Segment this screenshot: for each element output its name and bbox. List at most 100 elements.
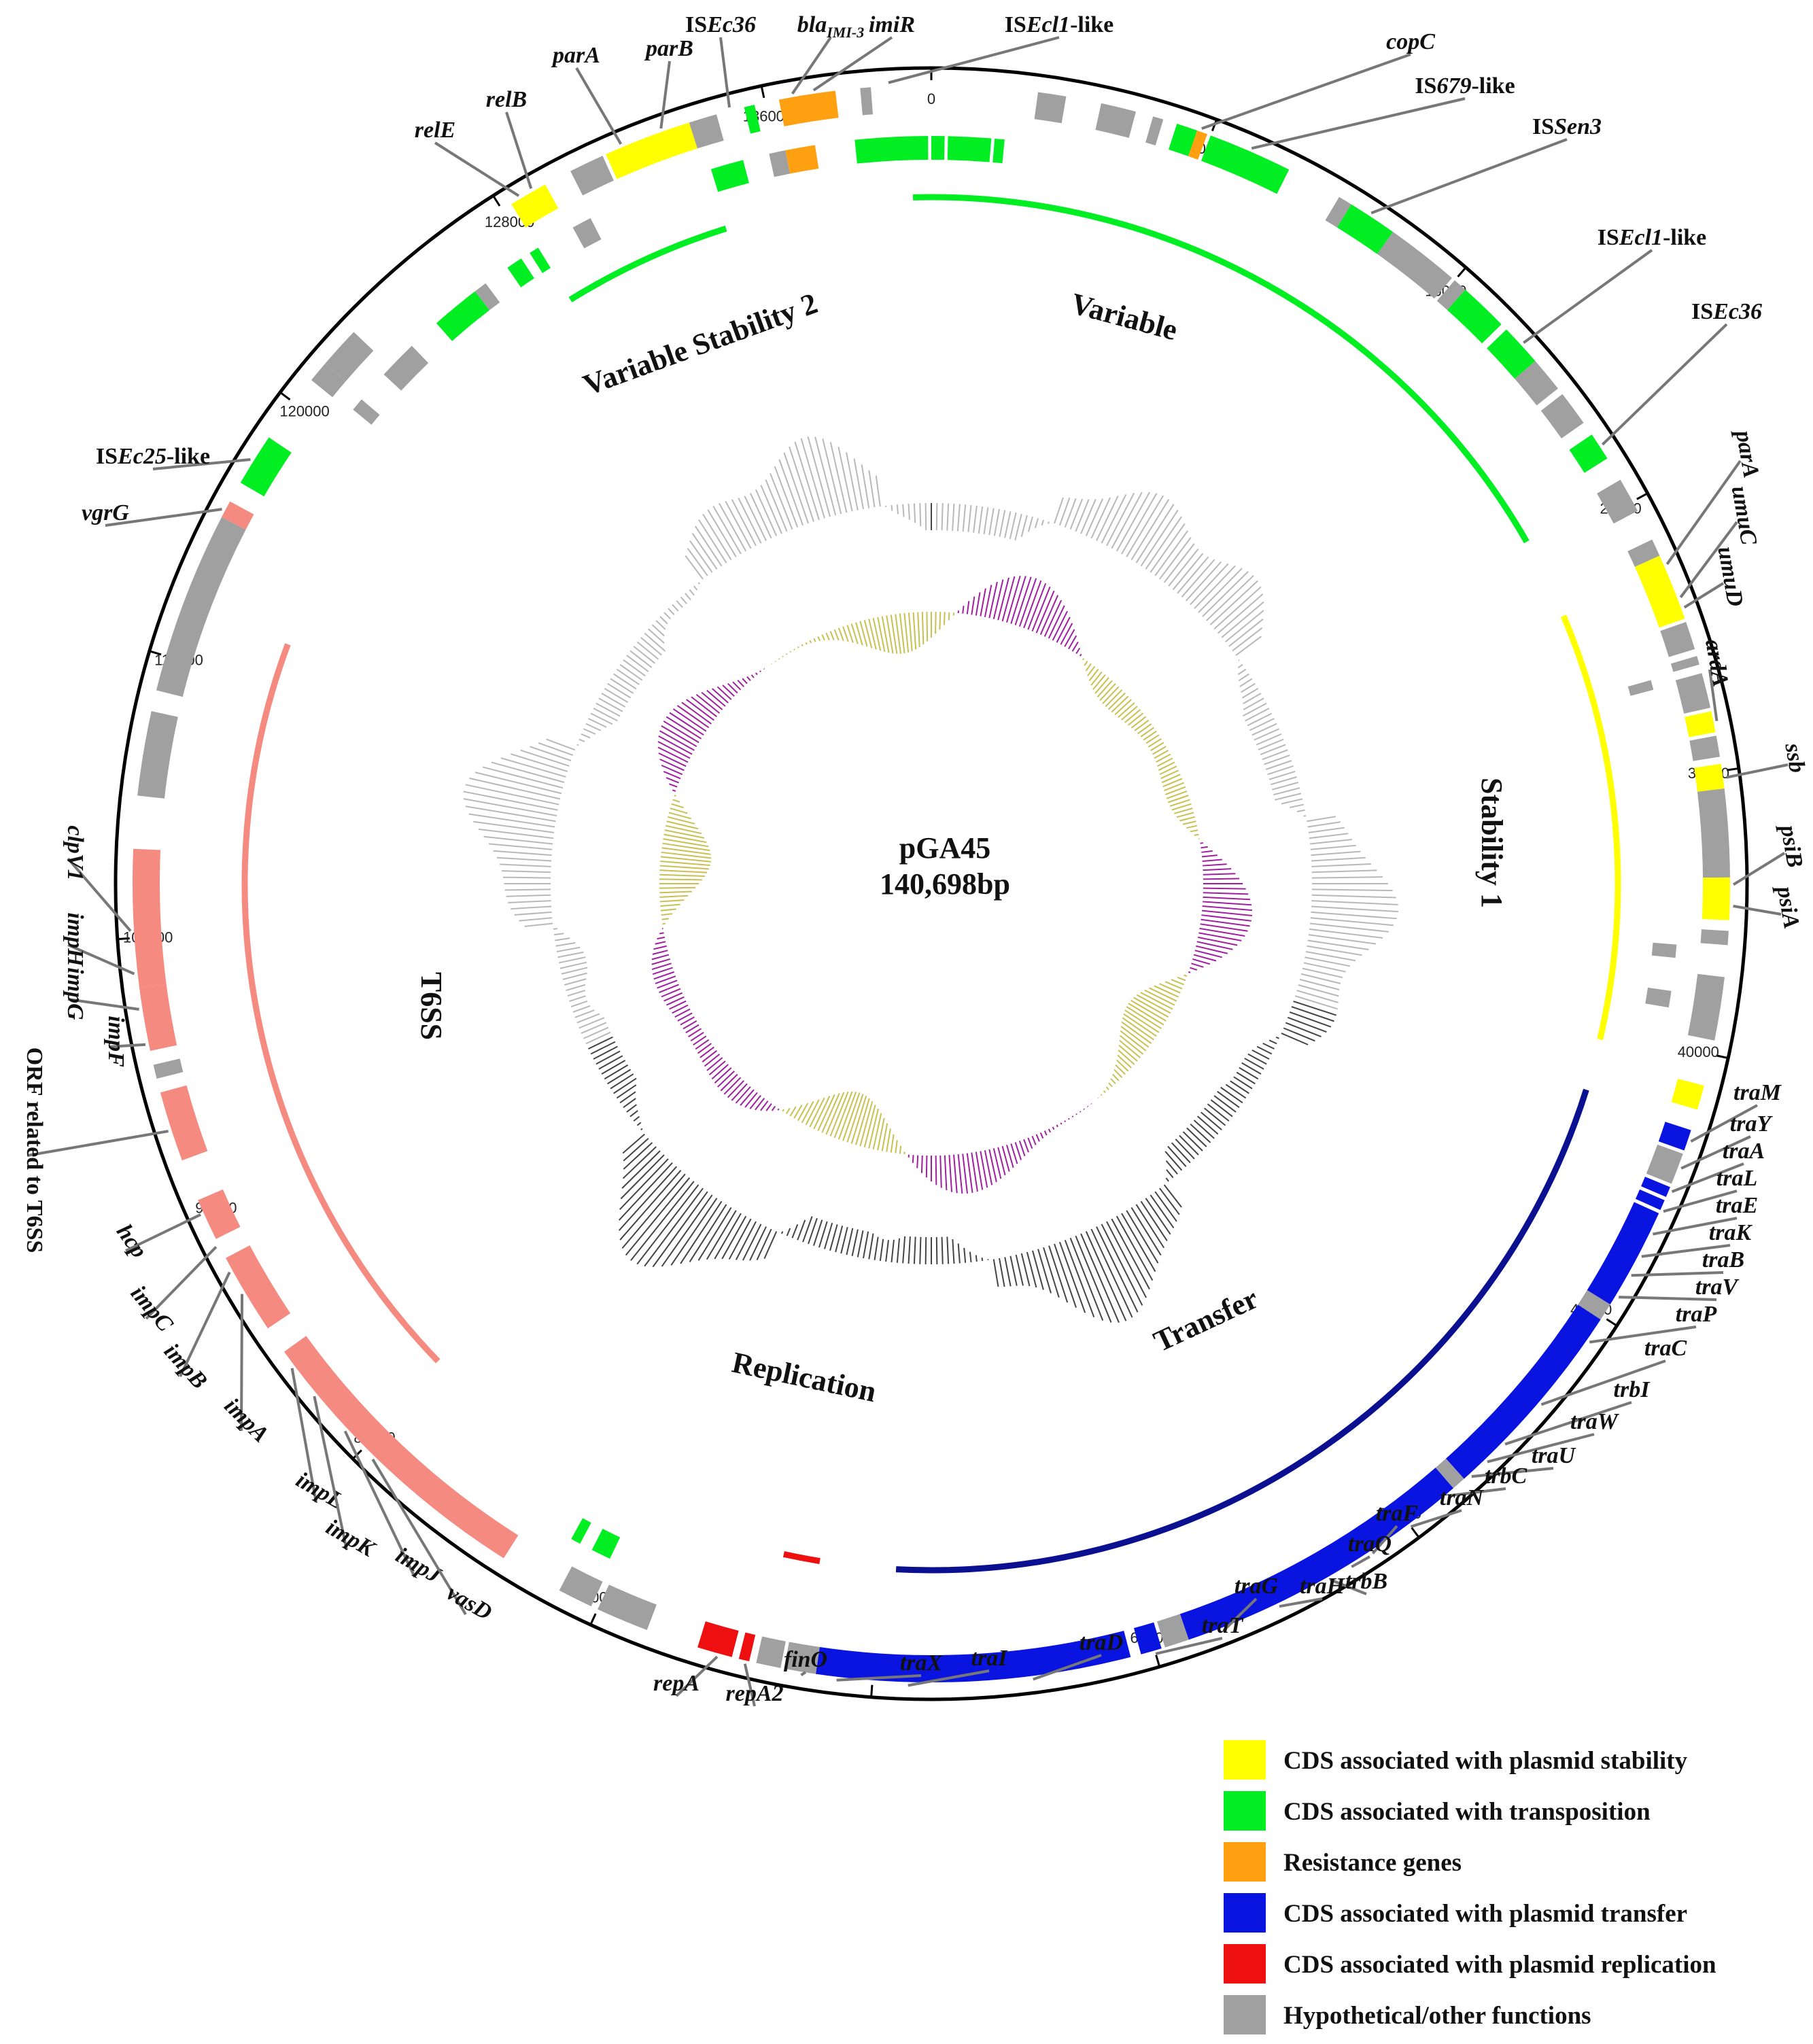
gc-skew-bar [652, 950, 668, 955]
gc-skew-bar [821, 634, 825, 641]
gc-content-bar [1163, 1184, 1182, 1208]
tick-mark [1457, 266, 1467, 278]
tick-mark [1155, 1655, 1161, 1667]
gene-label-name: umuD [1712, 544, 1748, 608]
gc-content-bar [993, 508, 1000, 536]
gc-skew-bar [1113, 1069, 1123, 1078]
gene-label: psiA [1772, 882, 1804, 931]
gc-content-bar [1305, 956, 1351, 967]
gene-label: psiB [1775, 821, 1808, 869]
cds-hypothetical [1689, 735, 1721, 761]
cds-transposition [931, 136, 945, 160]
gc-skew-bar [1182, 820, 1196, 825]
cds-transfer [1635, 1189, 1665, 1211]
leader-line [1631, 1271, 1724, 1277]
leader-line [1589, 1326, 1697, 1344]
gc-skew-bar [695, 693, 721, 714]
gc-content-bar [607, 1069, 632, 1085]
gc-content-bar [981, 1258, 984, 1262]
gc-skew-bar [1196, 941, 1233, 950]
gc-skew-bar [801, 644, 804, 646]
gc-skew-bar [1136, 994, 1171, 1014]
gc-content-bar [1239, 1067, 1259, 1080]
gc-content-bar [1196, 1115, 1219, 1135]
gc-skew-bar [872, 617, 882, 651]
gc-content-bar [957, 1243, 961, 1264]
gc-content-bar [598, 697, 623, 712]
gc-skew-bar [716, 686, 732, 700]
gc-skew-bar [1171, 803, 1192, 811]
gc-skew-bar [895, 614, 901, 654]
gc-content-bar [1239, 678, 1253, 687]
gc-skew-bar [782, 1109, 784, 1112]
region-label: Stability 1 [1475, 778, 1508, 908]
gc-skew-bar [1097, 680, 1113, 698]
leader-line [659, 60, 671, 129]
gc-skew-bar [1023, 580, 1042, 629]
cds-transfer [1445, 1304, 1601, 1479]
gc-content-bar [1198, 568, 1243, 613]
gc-skew-bar [1190, 829, 1198, 833]
gene-label: traI [971, 1646, 1009, 1671]
gc-skew-bar [1190, 967, 1198, 971]
leader-line [105, 508, 222, 527]
region-label: Variable [1067, 287, 1181, 347]
gc-skew-bar [868, 619, 877, 650]
gc-content-bar [1247, 1053, 1267, 1065]
cds-transposition [441, 312, 465, 337]
gc-content-bar [1034, 518, 1039, 528]
leader-line [1410, 1509, 1462, 1528]
gc-skew-bar [1197, 936, 1238, 946]
leader-line [371, 1458, 467, 1616]
gc-content-bar [1232, 627, 1263, 652]
gc-content-bar [663, 612, 671, 620]
cds-hypothetical [1697, 788, 1730, 878]
gc-skew-bar [681, 701, 712, 725]
gc-content-bar [1177, 556, 1209, 594]
gc-skew-bar [1023, 1139, 1029, 1153]
gc-skew-bar [765, 1103, 772, 1111]
tick-label: 40000 [1678, 1043, 1719, 1060]
gc-skew-bar [1200, 842, 1204, 844]
gc-skew-bar [1123, 1013, 1157, 1037]
gc-content-bar [1101, 1224, 1143, 1306]
gc-content-bar [676, 600, 683, 608]
gc-skew-bar [855, 622, 863, 646]
gc-skew-bar [846, 625, 854, 643]
gc-content-bar [610, 1073, 634, 1090]
gc-content-bar [1311, 876, 1383, 879]
gene-label-name: Ec36 [1712, 299, 1762, 324]
leader-line [1679, 521, 1738, 598]
gene-label: traW [1570, 1409, 1620, 1434]
gc-content-bar [1130, 499, 1170, 561]
gc-skew-bar [1201, 846, 1208, 849]
gc-content-bar [520, 749, 570, 767]
gc-skew-bar [771, 1105, 776, 1111]
cds-transfer [1133, 1622, 1162, 1655]
gc-skew-bar [957, 1154, 963, 1194]
gc-content-bar [595, 1050, 621, 1065]
gene-label: traT [1202, 1613, 1244, 1638]
gc-content-bar [797, 1219, 806, 1241]
gc-skew-bar [701, 691, 723, 710]
gene-label-prefix: ORF related to T6SS [22, 1047, 47, 1253]
gc-skew-bar [825, 632, 830, 640]
gc-content-bar [800, 438, 825, 519]
gene-label: impK [322, 1514, 380, 1563]
gc-content-bar [725, 500, 752, 549]
gene-label: impF [103, 1016, 128, 1067]
gc-skew-bar [672, 1004, 689, 1014]
gc-content-bar [1206, 575, 1254, 621]
gc-content-bar [902, 1236, 906, 1264]
gc-content-bar [1308, 934, 1377, 945]
gene-label: ISEcl1-like [1598, 225, 1707, 250]
tick-mark [279, 391, 291, 401]
gc-skew-bar [1130, 716, 1147, 729]
gene-label-subscript: IMI-3 [826, 24, 864, 41]
gene-label-name: impC [126, 1281, 178, 1336]
gc-content-bar [1251, 723, 1277, 736]
gc-content-bar [840, 1226, 848, 1254]
gc-content-bar [814, 436, 837, 516]
gc-content-bar [655, 620, 666, 630]
gc-skew-bar [988, 1149, 997, 1183]
